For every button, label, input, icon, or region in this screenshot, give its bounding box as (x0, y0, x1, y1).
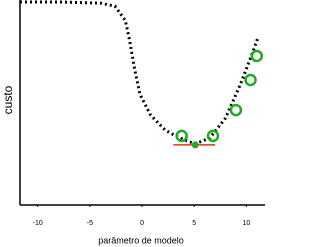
x-tick-label: 5 (192, 220, 196, 227)
y-axis-label: custo (1, 85, 15, 114)
sample-point (244, 73, 257, 87)
sample-point (250, 49, 264, 63)
sample-point (175, 129, 188, 143)
cost-curve (20, 0, 260, 146)
x-axis-label: parâmetro de modelo (98, 235, 184, 245)
sample-point (206, 129, 220, 143)
x-tick-label: -10 (33, 220, 43, 227)
minimum-point (191, 141, 199, 149)
chart: custo parâmetro de modelo -10 -5 0 5 10 (1, 0, 265, 245)
sample-point (229, 103, 243, 117)
x-tick-label: -5 (87, 220, 93, 227)
x-tick-label: 10 (242, 220, 250, 227)
x-tick-label: 0 (140, 220, 144, 227)
